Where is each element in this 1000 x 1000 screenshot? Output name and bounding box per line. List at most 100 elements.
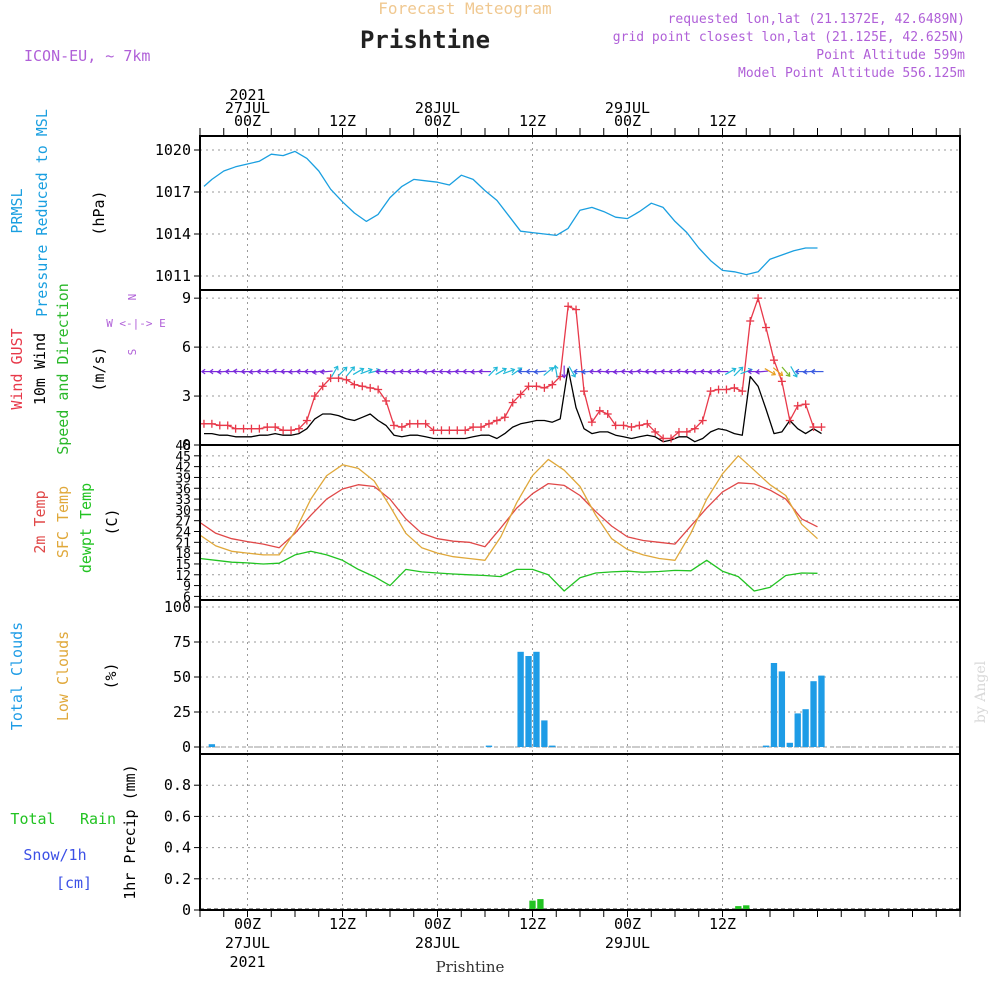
- footer-location: Prishtine: [436, 958, 505, 976]
- location-title: Prishtine: [360, 26, 490, 54]
- x-tick-label-top: 00Z: [424, 112, 451, 130]
- y-tick-label: 1020: [155, 141, 191, 159]
- precip-total-label: Total: [10, 810, 55, 828]
- y-tick-label: 15: [175, 558, 191, 573]
- y-tick-label: 6: [182, 338, 191, 356]
- wind-arrow-head: [477, 368, 483, 375]
- wind-arrow: [320, 370, 333, 373]
- x-tick-label-bottom: 28JUL: [415, 934, 460, 952]
- y-tick-label: 9: [182, 289, 191, 307]
- wind-arrow: [543, 367, 554, 376]
- wind-arrow: [790, 366, 798, 378]
- wind-arrow: [488, 366, 498, 377]
- snow-unit-label: [cm]: [56, 874, 92, 892]
- wind-arrow-head: [510, 367, 516, 374]
- wind-arrow-head: [406, 368, 412, 375]
- y-tick-label: 9: [183, 580, 191, 595]
- wind-unit-label: (m/s): [90, 346, 108, 391]
- wind-arrow-head: [675, 368, 681, 375]
- x-tick-label-bottom: 00Z: [614, 915, 641, 933]
- point-altitude: Point Altitude 599m: [816, 48, 965, 63]
- precip-axis-label: 1hr Precip (mm): [121, 764, 139, 899]
- cloud-bar: [533, 651, 540, 747]
- x-tick-label-top: 29JUL: [605, 99, 650, 117]
- wind-arrow: [511, 367, 522, 376]
- wind-arrow-head: [588, 368, 594, 375]
- y-tick-label: 0: [182, 436, 191, 454]
- x-tick-label-bottom: 12Z: [519, 915, 546, 933]
- total-clouds-label: Total Clouds: [8, 622, 26, 730]
- y-tick-label: 24: [175, 526, 191, 541]
- wind-arrow-head: [715, 368, 721, 375]
- y-tick-label: 1017: [155, 183, 191, 201]
- wind-arrow-head: [636, 368, 642, 375]
- cloud-bar: [525, 656, 532, 747]
- wind-arrow-head: [810, 368, 816, 375]
- wind-arrow-head: [264, 368, 269, 375]
- wind-arrow-head: [802, 369, 808, 375]
- wind-arrow-head: [525, 368, 531, 375]
- y-tick-label: 33: [175, 493, 191, 508]
- wind-arrow-head: [462, 368, 467, 375]
- wind-arrow-head: [778, 371, 784, 377]
- cloud-bar: [794, 713, 801, 747]
- wind-arrow-head: [200, 368, 206, 375]
- x-tick-label-top: 00Z: [234, 112, 261, 130]
- cloud-bar: [770, 663, 778, 747]
- panel-frame: [199, 289, 961, 446]
- wind-arrow-head: [414, 368, 420, 375]
- temp-2m-label: 2m Temp: [31, 490, 49, 553]
- wind-arrow-head: [367, 367, 373, 374]
- y-tick-label: 0.8: [164, 776, 191, 794]
- y-tick-label: 3: [182, 387, 191, 405]
- x-tick-label-top: 12Z: [709, 112, 736, 130]
- y-tick-label: 1014: [155, 225, 191, 243]
- wind-arrow: [360, 368, 373, 375]
- wind-arrow: [781, 366, 791, 377]
- pressure-line: [203, 150, 818, 276]
- dewpt-label: dewpt Temp: [77, 483, 95, 573]
- wind-arrow-head: [272, 368, 277, 375]
- wind-arrow-head: [256, 368, 261, 375]
- wind-arrow-head: [280, 368, 285, 375]
- y-tick-label: 50: [173, 668, 191, 686]
- x-tick-label-bottom: 2021: [229, 953, 265, 971]
- wind-arrow-head: [552, 364, 559, 370]
- x-tick-label-top: 12Z: [329, 112, 356, 130]
- wind-arrow-head: [454, 368, 459, 375]
- wind-arrow-head: [620, 368, 626, 375]
- axis-layer: [194, 128, 961, 917]
- wind-arrow: [756, 370, 769, 373]
- cloud-bar: [549, 745, 556, 748]
- wind-arrow-head: [755, 369, 760, 375]
- wind-arrow: [502, 368, 515, 375]
- subtitle: Forecast Meteogram: [378, 0, 551, 18]
- cloud-bar: [762, 745, 770, 748]
- gust-line: [204, 297, 822, 440]
- wind-arrow-head: [604, 368, 610, 375]
- pressure-label-msl: Pressure Reduced to MSL: [33, 109, 51, 317]
- wind-label: 10m Wind: [31, 333, 49, 405]
- wind-arrow-head: [382, 368, 388, 375]
- compass-south: S: [126, 349, 139, 356]
- cloud-bar: [818, 675, 825, 747]
- x-tick-label-bottom: 00Z: [234, 915, 261, 933]
- wind-arrow-head: [224, 368, 230, 375]
- y-tick-label: 0: [182, 738, 191, 756]
- compass-north: N: [126, 294, 139, 301]
- x-tick-label-bottom: 29JUL: [605, 934, 650, 952]
- wind-arrow-head: [303, 368, 309, 375]
- x-tick-label-top: 00Z: [614, 112, 641, 130]
- wind-arrow-head: [667, 368, 673, 375]
- cloud-bar: [541, 720, 548, 747]
- wind-arrow-head: [548, 367, 554, 372]
- wind-arrow-head: [319, 369, 325, 375]
- wind-arrow-head: [707, 369, 713, 375]
- y-tick-label: 1011: [155, 267, 191, 285]
- wind-arrow-head: [375, 368, 380, 375]
- grid-point-coords: grid point closest lon,lat (21.125E, 42.…: [613, 30, 965, 45]
- wind-arrow-head: [561, 373, 568, 379]
- x-tick-label-top: 27JUL: [225, 99, 270, 117]
- wind-arrow-head: [446, 369, 452, 375]
- wind-arrow-head: [691, 369, 697, 375]
